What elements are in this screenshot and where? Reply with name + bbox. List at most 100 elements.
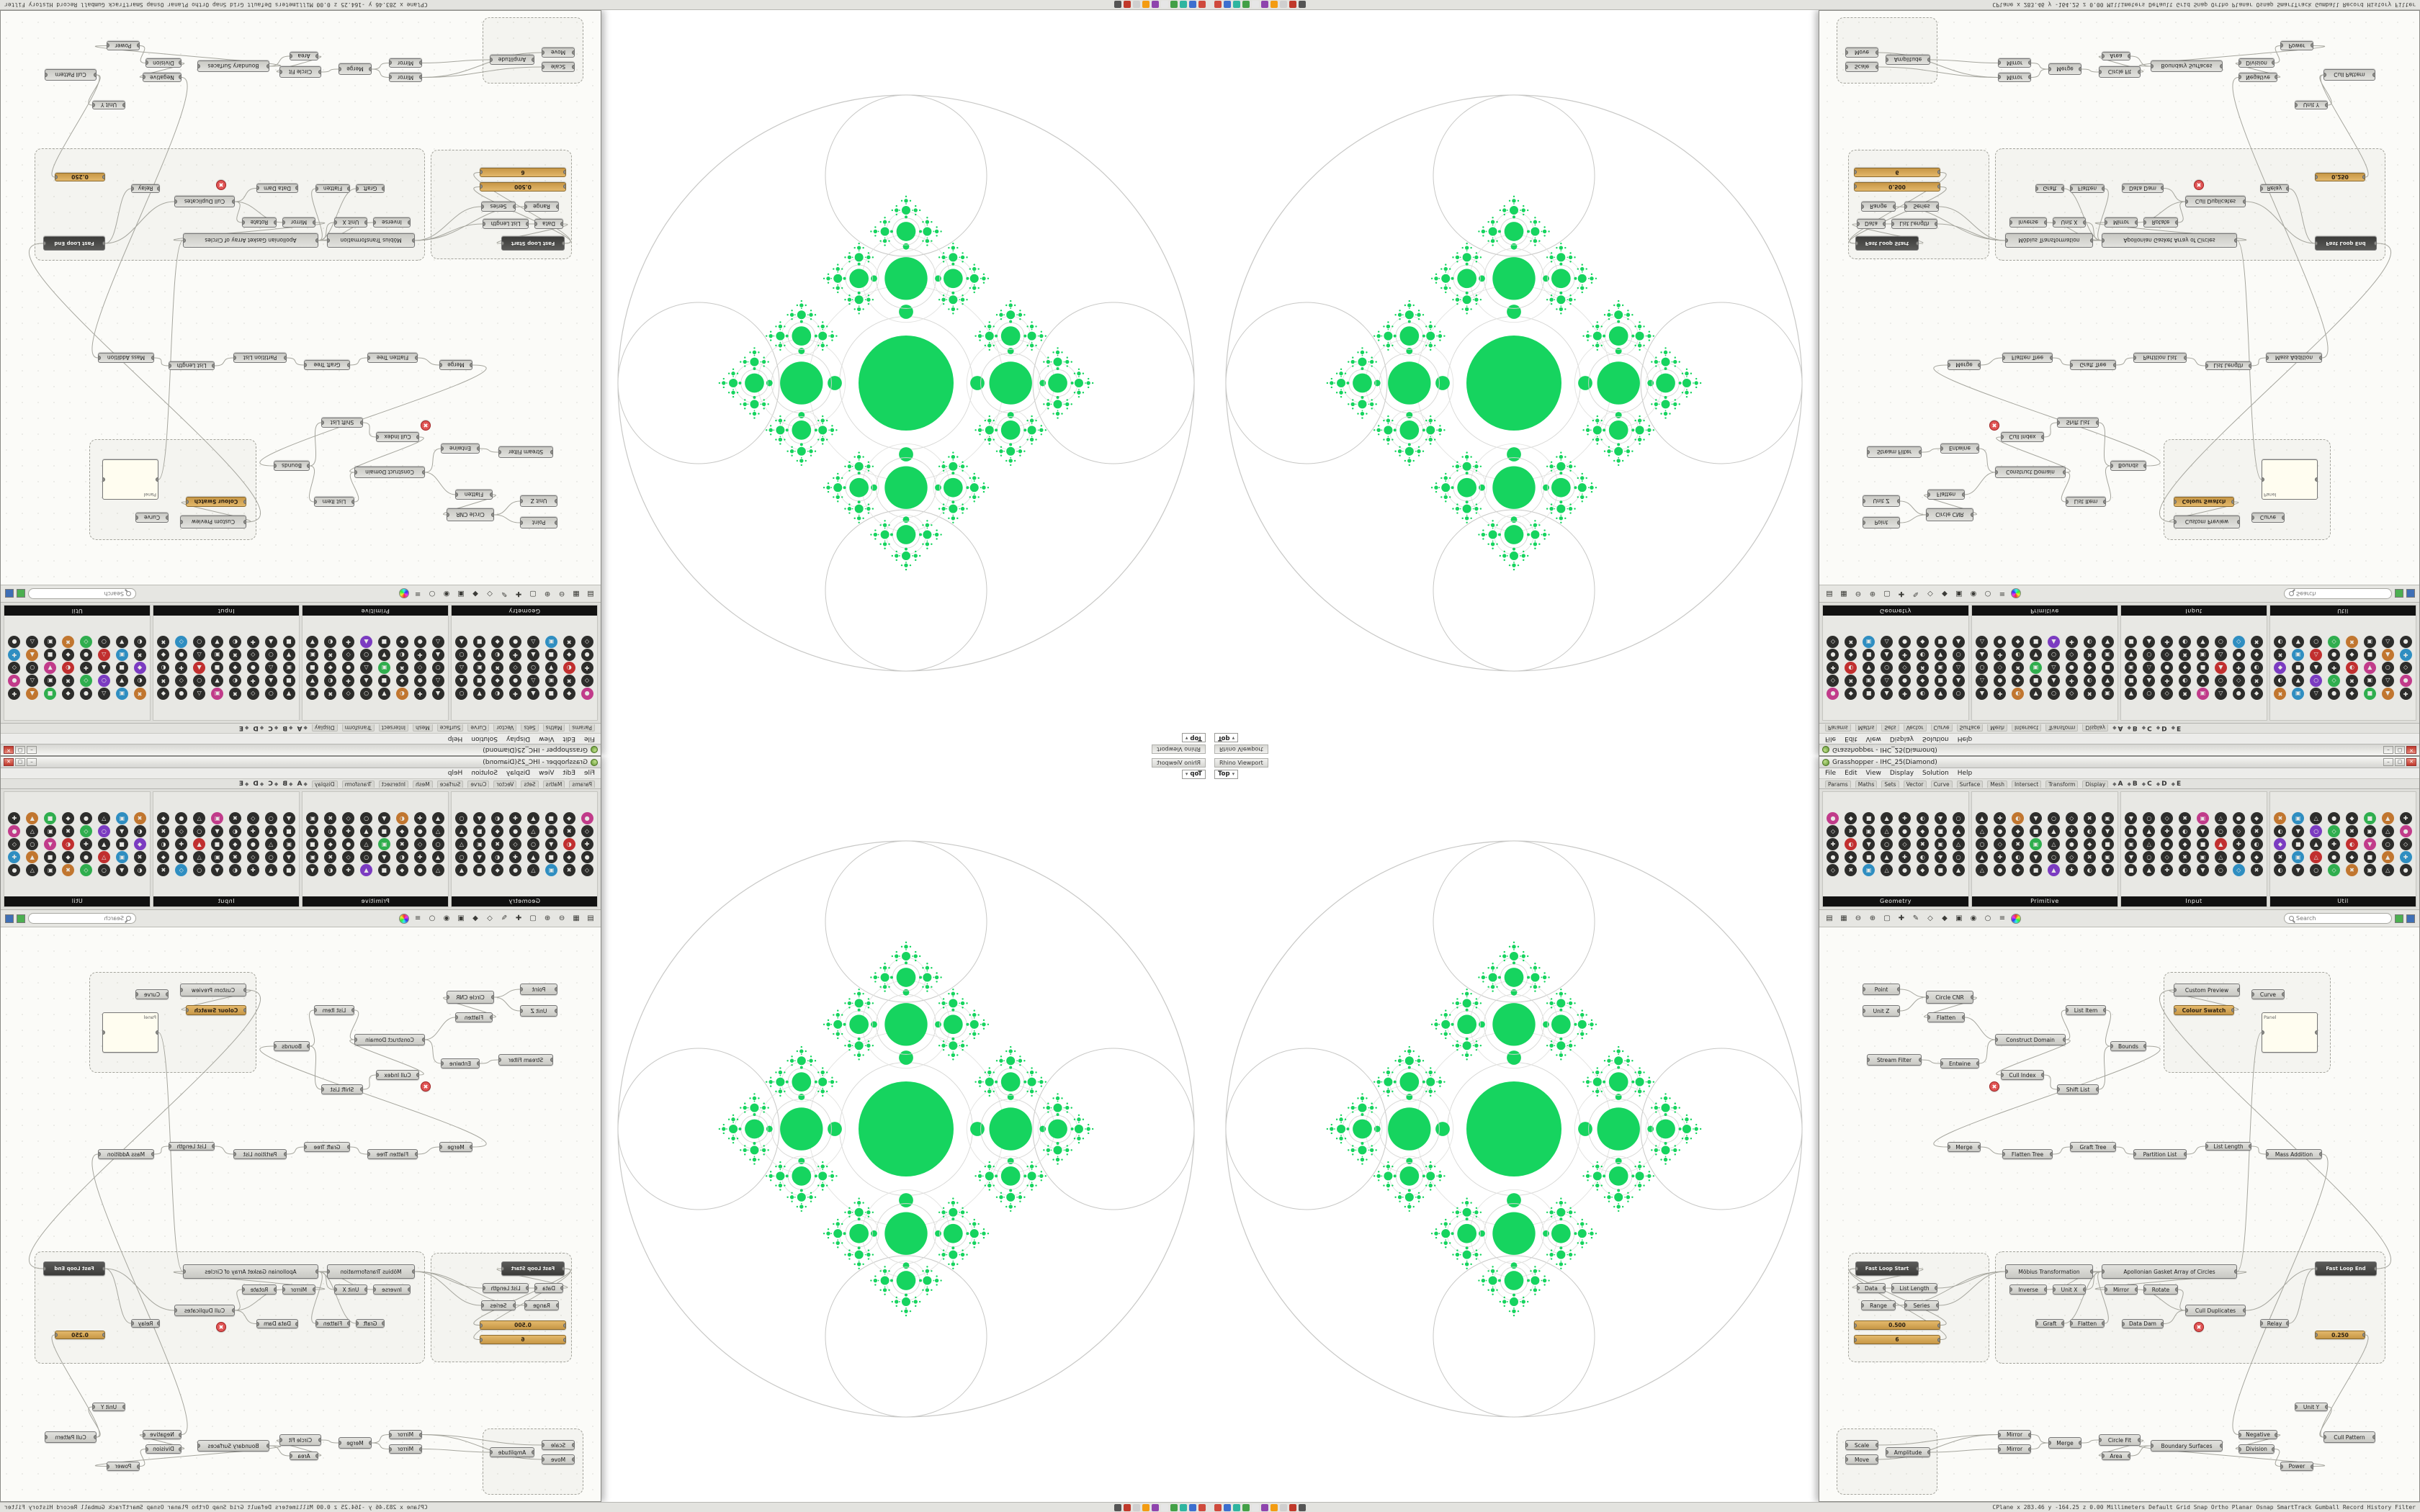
ribbon-panel-label[interactable]: Input [2121,606,2267,616]
component-icon[interactable]: ■ [2101,662,2114,674]
component-icon[interactable]: ◐ [2083,825,2096,837]
component-icon[interactable]: ◇ [79,864,92,876]
component-icon[interactable]: ▲ [1952,636,1965,648]
component-icon[interactable]: ○ [2047,812,2060,824]
component-icon[interactable]: ■ [2363,649,2376,661]
gh-node-n29[interactable]: Merge [339,63,372,75]
component-icon[interactable]: ▼ [2030,688,2043,700]
gh-node-n3[interactable]: 0.500 [1854,1320,1940,1330]
component-icon[interactable]: ○ [264,649,277,661]
component-icon[interactable]: ● [2328,812,2341,824]
tab-a[interactable]: ◆ A [2112,780,2123,788]
component-icon[interactable]: △ [1976,675,1989,687]
sketch-icon[interactable]: ✎ [1912,590,1919,598]
component-icon[interactable]: ✖ [62,825,75,837]
gh-node-n39[interactable]: 6 [1854,168,1940,177]
gh-canvas[interactable]: Point Unit Z Circle CNR Flatten Stream Filte… [1,927,601,1501]
gh-node-n26[interactable]: Mirror [389,73,422,82]
component-icon[interactable]: ◇ [1994,662,2007,674]
taskbar-app-icon[interactable] [1114,1503,1121,1511]
component-icon[interactable]: ▼ [2196,636,2209,648]
component-icon[interactable]: ○ [2310,675,2323,687]
taskbar-app-icon[interactable] [1299,1,1306,9]
gh-node-n24[interactable]: Move [1845,1454,1878,1464]
component-icon[interactable]: ✚ [342,825,355,837]
component-icon[interactable]: ◐ [2083,636,2096,648]
component-icon[interactable]: ◇ [1827,864,1839,876]
component-icon[interactable]: ▼ [211,825,224,837]
component-icon[interactable]: ▼ [2125,812,2138,824]
component-icon[interactable]: ○ [26,838,39,850]
gh-node-n24[interactable]: Move [542,48,575,58]
component-icon[interactable]: ◇ [2065,812,2078,824]
component-icon[interactable]: ✚ [1898,649,1911,661]
component-icon[interactable]: ■ [377,675,390,687]
component-icon[interactable]: ◆ [563,649,575,661]
wireframe-preview-icon[interactable]: ◇ [1927,590,1933,598]
component-icon[interactable]: △ [2143,838,2156,850]
group-icon[interactable]: ▣ [1955,914,1963,922]
component-icon[interactable]: ■ [2125,825,2138,837]
component-icon[interactable]: ▣ [2125,662,2138,674]
component-icon[interactable]: ▣ [306,688,319,700]
component-icon[interactable]: ○ [1976,838,1989,850]
component-icon[interactable]: ▼ [2101,636,2114,648]
component-icon[interactable]: ● [1827,688,1839,700]
gh-node-n4[interactable]: Circle CNR [1926,508,1973,521]
component-icon[interactable]: ◆ [2250,688,2263,700]
component-icon[interactable]: ✚ [1898,688,1911,700]
zoom-out-icon[interactable]: ⊖ [1855,590,1862,598]
component-icon[interactable]: ■ [2125,675,2138,687]
gh-node-n37[interactable]: Panel [102,459,158,500]
component-icon[interactable]: ▣ [211,812,224,824]
ribbon-panel-label[interactable]: Geometry [1823,896,1968,906]
component-icon[interactable]: ◐ [133,825,146,837]
wire-view-button[interactable] [5,589,14,598]
component-icon[interactable]: ▼ [282,851,295,863]
component-icon[interactable]: ▼ [1863,662,1876,674]
component-icon[interactable]: △ [360,838,373,850]
component-icon[interactable]: ◆ [1845,649,1857,661]
component-icon[interactable]: ◐ [133,864,146,876]
component-icon[interactable]: ◆ [324,838,337,850]
component-icon[interactable]: ✖ [2179,649,2192,661]
component-icon[interactable]: ■ [211,838,224,850]
taskbar-app-icon[interactable] [1152,1503,1159,1511]
component-icon[interactable]: ◐ [1845,662,1857,674]
gh-node-n62[interactable]: ✖ [216,1322,226,1332]
component-icon[interactable]: ◇ [342,812,355,824]
tab-sets[interactable]: Sets [521,780,539,788]
component-icon[interactable]: ◇ [79,636,92,648]
component-icon[interactable]: ◇ [581,636,593,648]
component-icon[interactable]: ▣ [2196,851,2209,863]
component-icon[interactable]: ✚ [2065,864,2078,876]
component-icon[interactable]: ▣ [2030,838,2043,850]
sketch-icon[interactable]: ✎ [501,590,508,598]
component-icon[interactable]: ◐ [1916,851,1929,863]
gh-node-n47[interactable]: Bounds [2110,1041,2146,1051]
tab-sets[interactable]: Sets [1881,724,1899,732]
gh-node-n58[interactable]: Partition List [233,353,287,363]
component-icon[interactable]: ▼ [2292,675,2305,687]
component-icon[interactable]: ◇ [342,688,355,700]
gh-node-n15[interactable]: Möbius Transformation [327,1264,415,1279]
component-icon[interactable]: ▣ [2292,851,2305,863]
gh-node-n38[interactable]: Relay [2260,184,2289,193]
component-icon[interactable]: ● [79,851,92,863]
gh-node-n52[interactable]: Cull Pattern [45,1431,97,1443]
component-icon[interactable]: ▼ [44,838,57,850]
component-icon[interactable]: ○ [2143,812,2156,824]
component-icon[interactable]: ◐ [395,688,408,700]
gh-node-n41[interactable]: Stream Filter [498,446,553,458]
settings-icon[interactable]: ≡ [414,590,421,598]
gh-node-n61[interactable]: ✖ [421,420,431,431]
component-icon[interactable]: ▲ [1881,851,1894,863]
gh-node-n37[interactable]: Panel [2262,1012,2318,1053]
component-icon[interactable]: ▼ [1934,812,1947,824]
component-icon[interactable]: ▲ [97,838,110,850]
component-icon[interactable]: ■ [544,688,557,700]
component-icon[interactable]: ● [1994,864,2007,876]
component-icon[interactable]: ◇ [2328,636,2341,648]
close-button[interactable]: ✕ [2406,758,2416,766]
component-icon[interactable]: ✖ [2250,825,2263,837]
